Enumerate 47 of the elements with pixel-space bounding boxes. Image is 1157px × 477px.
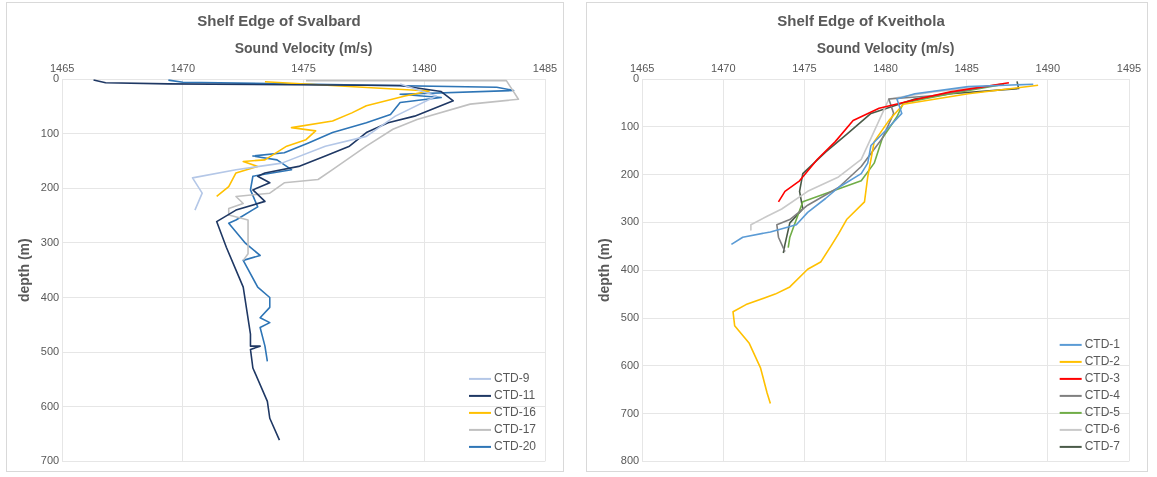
y-tick-label: 0: [633, 72, 640, 85]
x-tick-label: 1495: [1116, 62, 1142, 75]
y-tick-label: 600: [40, 399, 60, 412]
y-tick-label: 200: [40, 181, 60, 194]
legend-label: CTD-3: [1084, 371, 1121, 386]
legend-label: CTD-4: [1084, 388, 1121, 403]
chart-title: Shelf Edge of Svalbard: [197, 12, 361, 30]
legend-label: CTD-1: [1084, 337, 1121, 352]
legend-label: CTD-2: [1084, 354, 1121, 369]
y-tick-label: 500: [620, 311, 640, 324]
x-tick-label: 1465: [629, 62, 655, 75]
y-tick-label: 100: [40, 126, 60, 139]
x-tick-label: 1465: [49, 62, 75, 75]
x-tick-label: 1485: [954, 62, 979, 75]
y-tick-label: 700: [620, 406, 640, 419]
x-axis-title: Sound Velocity (m/s): [816, 40, 955, 57]
y-tick-label: 100: [620, 119, 640, 132]
y-axis-title: depth (m): [596, 238, 613, 303]
x-tick-label: 1475: [792, 62, 817, 75]
y-tick-label: 300: [620, 215, 640, 228]
y-tick-label: 0: [53, 72, 60, 85]
legend-label: CTD-9: [493, 371, 530, 386]
legend-label: CTD-20: [493, 439, 537, 454]
legend-label: CTD-16: [493, 405, 537, 420]
x-tick-label: 1475: [291, 62, 316, 75]
y-axis-title: depth (m): [16, 238, 33, 303]
y-tick-label: 400: [40, 290, 60, 303]
chart-title: Shelf Edge of Kveithola: [777, 12, 946, 30]
legend-label: CTD-17: [493, 422, 537, 437]
x-tick-label: 1490: [1035, 62, 1061, 75]
x-tick-label: 1480: [873, 62, 898, 75]
y-tick-label: 200: [620, 167, 640, 180]
legend-label: CTD-6: [1084, 422, 1121, 437]
y-tick-label: 500: [40, 345, 60, 358]
y-tick-label: 400: [620, 263, 640, 276]
x-axis-title: Sound Velocity (m/s): [234, 40, 373, 57]
legend-label: CTD-11: [493, 388, 536, 403]
y-tick-label: 800: [620, 454, 640, 467]
y-tick-label: 700: [40, 454, 60, 467]
x-tick-label: 1485: [532, 62, 558, 75]
x-tick-label: 1480: [412, 62, 437, 75]
x-tick-label: 1470: [711, 62, 736, 75]
legend-label: CTD-5: [1084, 405, 1121, 420]
y-tick-label: 600: [620, 358, 640, 371]
legend-label: CTD-7: [1084, 439, 1121, 454]
x-tick-label: 1470: [170, 62, 196, 75]
y-tick-label: 300: [40, 235, 60, 248]
